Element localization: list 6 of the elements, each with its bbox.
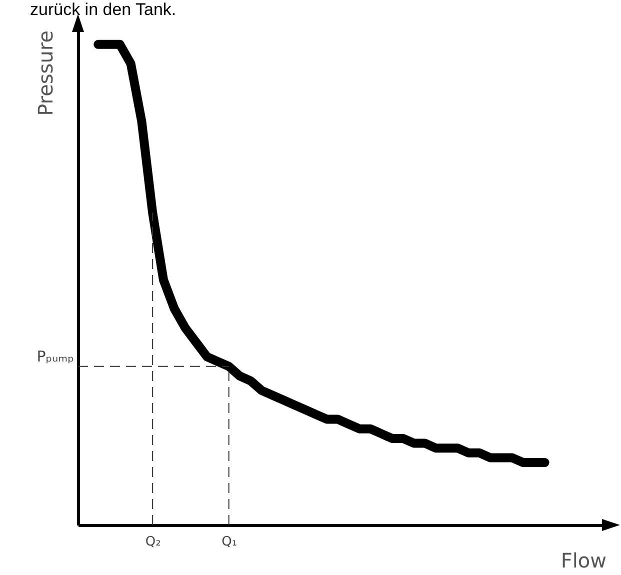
- x-tick-label: Q₂: [145, 534, 161, 550]
- x-axis-title: Flow: [560, 548, 606, 572]
- x-tick-label: Q₁: [222, 534, 238, 550]
- ref-line-label: Pₚᵤₘₚ: [36, 347, 74, 366]
- y-axis-title: Pressure: [34, 30, 58, 116]
- text: zurück in den Tank.: [30, 0, 176, 19]
